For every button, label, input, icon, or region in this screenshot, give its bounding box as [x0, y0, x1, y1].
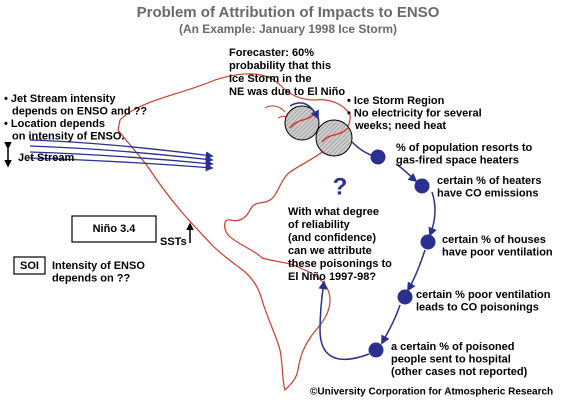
jet-stream-note: depends on ENSO and ??	[12, 105, 147, 117]
forecaster-text: probability that this	[229, 60, 331, 72]
soi-text: Intensity of ENSO	[52, 260, 145, 272]
jet-stream-note: on intensity of ENSO.	[12, 130, 124, 142]
question-text: El Niño 1997-98?	[288, 271, 376, 283]
chain-node-text: have poor ventilation	[442, 246, 553, 258]
question-text: With what degree	[288, 206, 379, 218]
subtitle: (An Example: January 1998 Ice Storm)	[179, 22, 397, 36]
jet-stream-note: • Location depends	[4, 118, 105, 130]
chain-node-text: (other cases not reported)	[391, 366, 528, 378]
chain-node-text: leads to CO poisonings	[416, 301, 539, 313]
chain-node-text: people sent to hospital	[391, 353, 511, 365]
chain-node-text: gas-fired space heaters	[396, 154, 519, 166]
chain-node-text: a certain % of poisoned	[391, 341, 514, 353]
chain-node-text: certain % poor ventilation	[416, 289, 551, 301]
chain-node-text: % of population resorts to	[396, 142, 533, 154]
forecaster-text: NE was due to El Niño	[229, 86, 345, 98]
chain-node	[368, 342, 384, 358]
map-outline	[117, 73, 351, 392]
title: Problem of Attribution of Impacts to ENS…	[137, 4, 440, 21]
jet-stream-arrows	[29, 139, 214, 172]
question-text: of reliability	[288, 219, 351, 231]
question-text: can we attribute	[288, 245, 372, 257]
chain-node	[420, 234, 436, 250]
jet-stream-note: • Jet Stream intensity	[4, 93, 116, 105]
chain-node	[397, 289, 413, 305]
chain-node-text: have CO emissions	[437, 187, 539, 199]
question-text: these poisonings to	[288, 258, 392, 270]
ice-storm-text: • No electricity for several	[347, 107, 482, 119]
soi-text: depends on ??	[52, 272, 131, 284]
ice-storm-circle	[315, 119, 353, 157]
soi-box-label: SOI	[20, 260, 39, 272]
jet-stream-label: Jet Stream	[18, 152, 74, 164]
ice-storm-text: weeks; need heat	[354, 120, 446, 132]
forecaster-text: Ice Storm in the	[229, 73, 312, 85]
nino-box-label: Niño 3.4	[93, 223, 137, 235]
chain-node-text: certain % of heaters	[437, 175, 542, 187]
question-text: (and confidence)	[288, 232, 376, 244]
ssts-label: SSTs	[160, 236, 187, 248]
ice-storm-text: • Ice Storm Region	[347, 95, 445, 107]
soi-box	[13, 256, 46, 275]
chain-node	[414, 178, 430, 194]
ice-storm-circle	[284, 105, 320, 141]
chain-node-text: certain % of houses	[442, 234, 546, 246]
chain-node	[370, 149, 386, 165]
question-mark: ?	[333, 173, 348, 200]
footer: ©University Corporation for Atmospheric …	[310, 387, 553, 398]
forecaster-text: Forecaster: 60%	[229, 47, 314, 59]
nino-box	[71, 215, 157, 243]
